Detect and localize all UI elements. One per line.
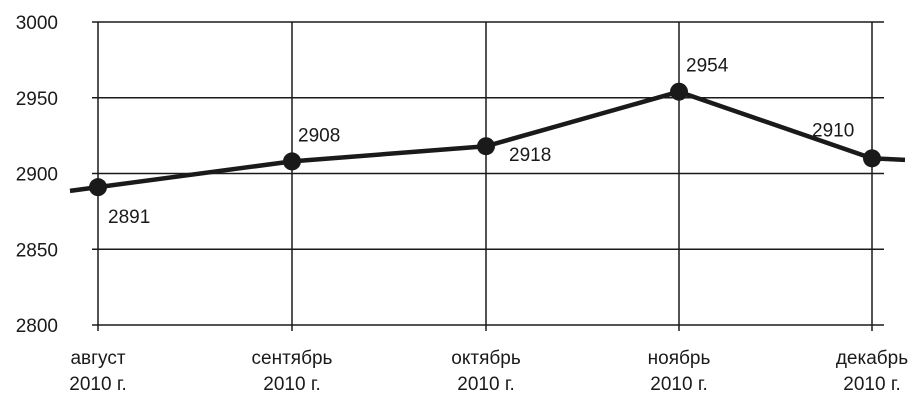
data-point [89, 178, 107, 197]
data-point [670, 82, 688, 101]
data-points [89, 82, 881, 197]
data-label: 2954 [686, 56, 729, 77]
x-tick-label: сентябрь [252, 348, 333, 369]
x-tick-label: октябрь [451, 348, 521, 369]
x-tick-label-year: 2010 г. [457, 374, 514, 395]
x-axis-ticks: август 2010 г. сентябрь 2010 г. октябрь 2010 … [69, 348, 908, 395]
data-label: 2918 [509, 145, 551, 166]
grid [92, 21, 884, 331]
y-tick-label: 2850 [16, 240, 58, 261]
y-axis-ticks: 3000 2950 2900 2850 2800 [16, 13, 58, 337]
data-label: 2908 [298, 125, 340, 146]
data-label: 2910 [812, 120, 854, 141]
data-labels: 2891 2908 2918 2954 2910 [108, 56, 854, 228]
x-tick-label-year: 2010 г. [843, 374, 900, 395]
x-tick-label: декабрь [836, 348, 908, 369]
data-label: 2891 [108, 207, 150, 228]
x-tick-label-year: 2010 г. [69, 374, 126, 395]
x-tick-label: ноябрь [648, 348, 711, 369]
y-tick-label: 2800 [16, 316, 58, 337]
y-tick-label: 2950 [16, 89, 58, 110]
x-tick-label: август [70, 348, 125, 369]
data-point [283, 152, 301, 171]
x-tick-label-year: 2010 г. [650, 374, 707, 395]
y-tick-label: 3000 [16, 13, 58, 34]
data-point [863, 149, 881, 168]
y-tick-label: 2900 [16, 165, 58, 186]
data-point [477, 137, 495, 156]
x-tick-label-year: 2010 г. [263, 374, 320, 395]
